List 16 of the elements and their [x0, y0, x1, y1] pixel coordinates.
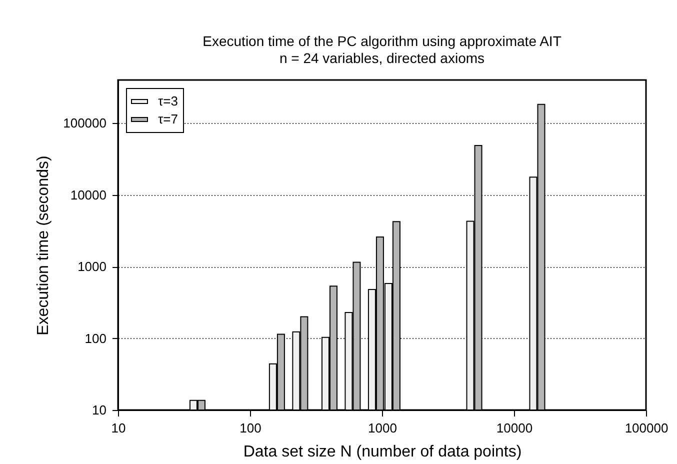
x-tick-label: 100 [240, 420, 262, 436]
x-tick-label: 100000 [624, 420, 668, 436]
x-tick-label: 10 [111, 420, 126, 436]
x-tick-label: 1000 [368, 420, 397, 436]
chart-subtitle: n = 24 variables, directed axioms [279, 50, 485, 66]
x-tick-label: 10000 [496, 420, 533, 436]
legend-label: τ=7 [158, 112, 178, 126]
chart-title: Execution time of the PC algorithm using approximate AIT [202, 33, 562, 49]
y-tick-label: 100 [84, 330, 106, 346]
y-tick-label: 100000 [63, 116, 106, 131]
x-axis-title: Data set size N (number of data points) [243, 444, 522, 460]
y-tick-label: 10 [92, 402, 106, 418]
y-tick-label: 10000 [70, 187, 106, 202]
y-tick-label: 1000 [78, 259, 106, 274]
y-axis-title: Execution time (seconds) [35, 156, 52, 336]
legend-label: τ=3 [158, 94, 178, 108]
